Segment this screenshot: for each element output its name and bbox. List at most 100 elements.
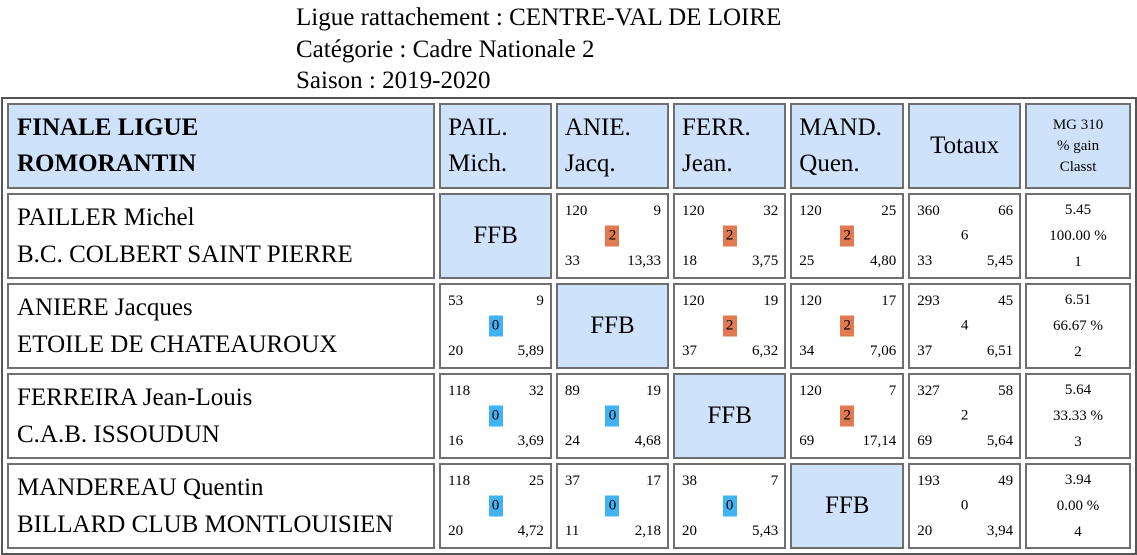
cell-value-bl: 33 [564,253,580,269]
cell-value-tr: 25 [881,203,897,219]
match-points-badge: 0 [488,315,503,337]
cell-value-br: 6,51 [986,343,1014,359]
cell-value-bl: 37 [682,343,698,359]
ffb-cell: FFB [673,373,787,459]
competition-title: FINALE LIGUE ROMORANTIN [7,103,436,189]
cell-value-br: 5,64 [986,433,1014,449]
cell-value-tr: 66 [998,203,1014,219]
ffb-cell: FFB [439,193,552,279]
match-points-badge: 0 [605,495,620,517]
cell-value-bl: 69 [799,433,815,449]
cell-value-tr: 19 [646,383,662,399]
total-points: 6 [960,227,969,244]
cell-value-tl: 327 [917,383,940,399]
cell-value-tr: 17 [646,473,662,489]
total-points: 2 [960,407,969,424]
totals-cell: 360 66 33 5,45 6 [908,193,1022,279]
match-points-badge: 0 [488,405,503,427]
column-header: ANIE. Jacq. [555,103,670,189]
cell-value-bl: 20 [682,523,698,539]
cell-value-br: 13,33 [627,253,662,269]
cell-value-tl: 118 [448,473,471,489]
cell-value-bl: 34 [799,343,815,359]
cell-value-bl: 69 [917,433,933,449]
table-row: FERREIRA Jean-Louis C.A.B. ISSOUDUN 118 32 1… [7,373,1131,459]
title-line-2: ROMORANTIN [17,150,197,177]
match-points-badge: 0 [488,495,503,517]
cell-value-tl: 360 [917,203,940,219]
total-points: 0 [960,497,969,514]
cell-value-tr: 58 [998,383,1014,399]
column-header-line-1: ANIE. [564,114,631,141]
player-name: MANDEREAU Quentin [17,474,264,501]
cell-value-br: 5,89 [517,343,544,359]
cell-value-bl: 20 [917,523,933,539]
match-cell: 120 32 18 3,75 2 [673,193,787,279]
cell-value-tl: 120 [799,383,822,399]
cell-value-tl: 120 [564,203,588,219]
column-header-line-2: Jacq. [564,150,616,177]
match-cell: 38 7 20 5,43 0 [673,463,787,549]
player-cell: PAILLER Michel B.C. COLBERT SAINT PIERRE [7,193,436,279]
column-header-line-1: MAND. [799,114,882,141]
match-points-badge: 2 [722,225,737,247]
mg-rank: 1 [1074,254,1082,270]
title-line-1: FINALE LIGUE [17,114,199,141]
match-points-badge: 2 [840,405,855,427]
player-cell: FERREIRA Jean-Louis C.A.B. ISSOUDUN [7,373,436,459]
cell-value-bl: 24 [564,433,580,449]
cell-value-tr: 9 [536,293,544,309]
club-name: ETOILE DE CHATEAUROUX [17,331,338,358]
match-cell: 120 7 69 17,14 2 [790,373,905,459]
column-header-line-2: Mich. [448,150,508,177]
cell-value-tl: 120 [799,203,822,219]
match-points-badge: 2 [722,315,737,337]
cell-value-tr: 19 [763,293,779,309]
player-name: ANIERE Jacques [17,294,193,321]
table-row: PAILLER Michel B.C. COLBERT SAINT PIERRE F… [7,193,1131,279]
cell-value-br: 2,18 [634,523,662,539]
mg-avg: 5.45 [1064,202,1092,218]
player-name: PAILLER Michel [17,204,195,231]
mg-avg: 3.94 [1064,472,1092,488]
match-cell: 120 17 34 7,06 2 [790,283,905,369]
column-header-line-1: PAIL. [448,114,508,141]
cell-value-bl: 37 [917,343,933,359]
cell-value-tl: 37 [564,473,580,489]
match-cell: 118 32 16 3,69 0 [439,373,552,459]
mg-cell: 6.51 66.67 % 2 [1025,283,1131,369]
mg-header-line-3: Classt [1059,158,1097,175]
cell-value-br: 17,14 [862,433,897,449]
totals-cell: 193 49 20 3,94 0 [908,463,1022,549]
ligue-line: Ligue rattachement : CENTRE-VAL DE LOIRE [296,4,782,31]
match-cell: 120 25 25 4,80 2 [790,193,905,279]
mg-avg: 5.64 [1064,382,1092,398]
cell-value-bl: 20 [448,523,464,539]
cell-value-tl: 118 [448,383,471,399]
cell-value-tl: 120 [799,293,822,309]
cell-value-tl: 89 [564,383,580,399]
match-points-badge: 2 [605,225,620,247]
player-cell: MANDEREAU Quentin BILLARD CLUB MONTLOUISI… [7,463,436,549]
mg-header: MG 310 % gain Classt [1025,103,1131,189]
cell-value-br: 3,75 [752,253,779,269]
page-header: Ligue rattachement : CENTRE-VAL DE LOIRE… [296,2,781,97]
header-row: FINALE LIGUE ROMORANTIN PAIL. Mich. ANIE… [7,103,1131,189]
cell-value-br: 4,72 [517,523,544,539]
mg-header-line-1: MG 310 [1052,116,1104,133]
cell-value-tr: 49 [998,473,1014,489]
mg-cell: 5.64 33.33 % 3 [1025,373,1131,459]
match-cell: 120 9 33 13,33 2 [555,193,670,279]
cell-value-bl: 20 [448,343,464,359]
mg-pct: 100.00 % [1049,228,1107,244]
column-header: FERR. Jean. [673,103,787,189]
mg-header-line-2: % gain [1057,137,1100,154]
cell-value-br: 5,43 [752,523,779,539]
mg-rank: 2 [1074,344,1082,360]
total-points: 4 [960,317,969,334]
column-header: MAND. Quen. [790,103,905,189]
club-name: C.A.B. ISSOUDUN [17,421,220,448]
results-table: FINALE LIGUE ROMORANTIN PAIL. Mich. ANIE… [1,97,1137,555]
match-points-badge: 2 [840,225,855,247]
cell-value-tr: 32 [763,203,779,219]
